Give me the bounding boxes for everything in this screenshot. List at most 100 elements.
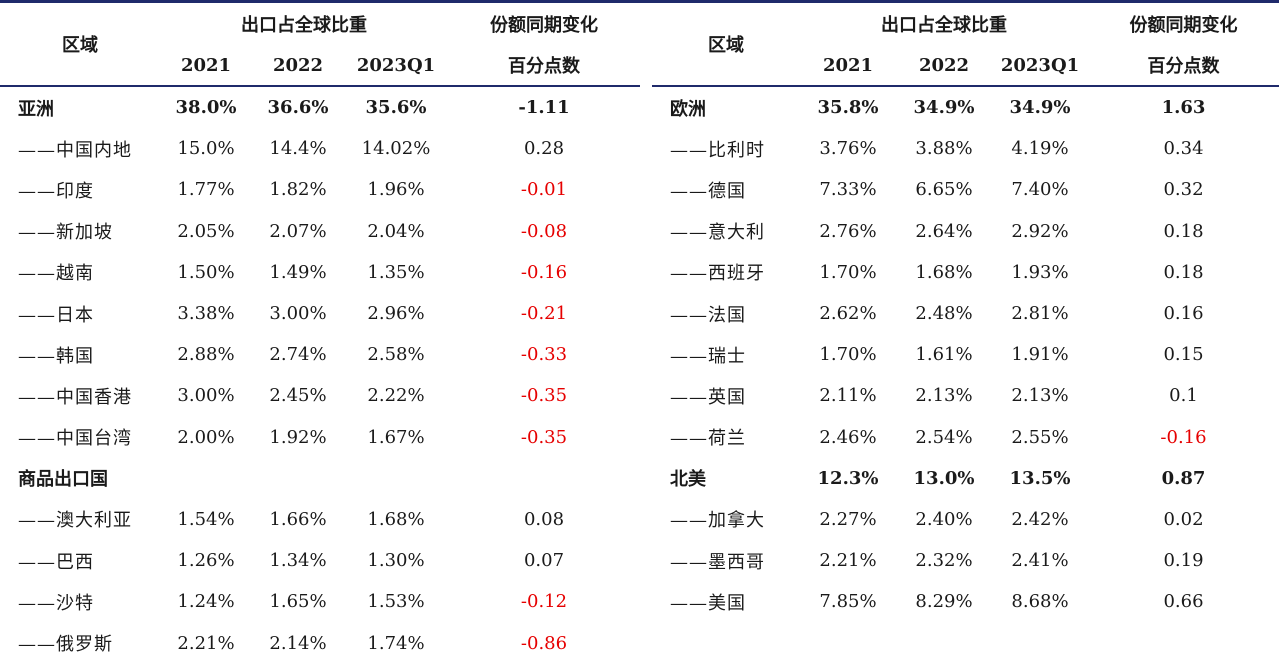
region-cell: ——中国香港 bbox=[18, 386, 132, 408]
header-region: 区域 bbox=[708, 35, 744, 56]
value-2022-cell: 36.6% bbox=[267, 97, 329, 119]
value-2021-cell: 2.21% bbox=[177, 632, 235, 654]
value-2022-cell: 13.0% bbox=[913, 467, 975, 489]
value-2023q1-cell: 2.41% bbox=[1011, 550, 1069, 572]
value-2022-cell: 1.65% bbox=[269, 591, 327, 613]
value-2023q1-cell: 1.67% bbox=[367, 426, 425, 448]
region-cell: 亚洲 bbox=[18, 98, 54, 120]
value-2023q1-cell: 35.6% bbox=[365, 97, 427, 119]
change-cell: -0.16 bbox=[1160, 426, 1207, 448]
change-cell: 0.32 bbox=[1163, 179, 1204, 201]
value-2023q1-cell: 2.22% bbox=[367, 385, 425, 407]
value-2022-cell: 2.48% bbox=[915, 303, 973, 325]
region-cell: ——中国内地 bbox=[18, 139, 132, 161]
value-2022-cell: 2.07% bbox=[269, 220, 327, 242]
value-2022-cell: 14.4% bbox=[269, 138, 327, 160]
table-row: ——加拿大 2.27% 2.40% 2.42% 0.02 bbox=[652, 499, 1279, 540]
change-cell: -0.16 bbox=[520, 261, 568, 283]
table-row: 欧洲 35.8% 34.9% 34.9% 1.63 bbox=[652, 86, 1279, 128]
change-cell: -0.86 bbox=[520, 632, 568, 654]
value-2022-cell: 2.14% bbox=[269, 632, 327, 654]
table-row: ——沙特 1.24% 1.65% 1.53% -0.12 bbox=[0, 581, 640, 622]
value-2023q1-cell: 1.74% bbox=[367, 632, 425, 654]
value-2023q1-cell: 2.96% bbox=[367, 303, 425, 325]
top-rule bbox=[0, 0, 1279, 3]
value-2023q1-cell: 4.19% bbox=[1011, 138, 1069, 160]
header-year-2021: 2021 bbox=[180, 54, 232, 76]
region-cell: 欧洲 bbox=[670, 98, 706, 120]
value-2021-cell: 1.50% bbox=[177, 261, 235, 283]
table-row: ——中国香港 3.00% 2.45% 2.22% -0.35 bbox=[0, 375, 640, 416]
header-year-2022: 2022 bbox=[918, 54, 970, 76]
value-2021-cell: 2.11% bbox=[819, 385, 877, 407]
region-cell: ——巴西 bbox=[18, 551, 94, 573]
value-2021-cell: 2.76% bbox=[819, 220, 877, 242]
header-year-2022: 2022 bbox=[272, 54, 324, 76]
value-2021-cell: 2.46% bbox=[819, 426, 877, 448]
value-2021-cell: 2.21% bbox=[819, 550, 877, 572]
value-2021-cell: 2.62% bbox=[819, 303, 877, 325]
change-cell: 0.1 bbox=[1169, 385, 1198, 407]
value-2021-cell: 2.27% bbox=[819, 508, 877, 530]
change-cell: 0.87 bbox=[1161, 467, 1206, 489]
region-cell: ——加拿大 bbox=[670, 510, 765, 532]
value-2023q1-cell: 2.13% bbox=[1011, 385, 1069, 407]
change-cell: 0.66 bbox=[1163, 591, 1204, 613]
region-cell: ——澳大利亚 bbox=[18, 510, 132, 532]
change-cell: -0.33 bbox=[520, 344, 568, 366]
region-cell: ——法国 bbox=[670, 304, 746, 326]
table-row: ——瑞士 1.70% 1.61% 1.91% 0.15 bbox=[652, 334, 1279, 375]
value-2021-cell: 1.54% bbox=[177, 508, 235, 530]
region-cell: ——韩国 bbox=[18, 345, 94, 367]
value-2021-cell: 1.24% bbox=[177, 591, 235, 613]
value-2023q1-cell: 2.58% bbox=[367, 344, 425, 366]
value-2021-cell: 7.33% bbox=[819, 179, 877, 201]
region-cell: ——德国 bbox=[670, 180, 746, 202]
value-2023q1-cell: 7.40% bbox=[1011, 179, 1069, 201]
value-2022-cell: 1.66% bbox=[269, 508, 327, 530]
value-2023q1-cell: 1.30% bbox=[367, 550, 425, 572]
change-cell: 0.02 bbox=[1163, 508, 1204, 530]
table-row: ——西班牙 1.70% 1.68% 1.93% 0.18 bbox=[652, 252, 1279, 293]
value-2023q1-cell: 1.91% bbox=[1011, 344, 1069, 366]
region-cell: ——印度 bbox=[18, 180, 94, 202]
value-2022-cell: 8.29% bbox=[915, 591, 973, 613]
header-change-unit: 百分点数 bbox=[1147, 56, 1220, 77]
region-cell: ——西班牙 bbox=[670, 263, 765, 285]
change-cell: 0.28 bbox=[523, 138, 565, 160]
value-2021-cell: 38.0% bbox=[175, 97, 237, 119]
change-cell: -0.35 bbox=[520, 426, 568, 448]
table-row: ——英国 2.11% 2.13% 2.13% 0.1 bbox=[652, 375, 1279, 416]
value-2022-cell: 2.32% bbox=[915, 550, 973, 572]
value-2021-cell: 2.00% bbox=[177, 426, 235, 448]
export-share-table-right: 区域 出口占全球比重 份额同期变化 2021 2022 2023Q1 百分点数 … bbox=[652, 3, 1279, 622]
table-row: ——俄罗斯 2.21% 2.14% 1.74% -0.86 bbox=[0, 622, 640, 663]
value-2021-cell: 15.0% bbox=[177, 138, 235, 160]
value-2022-cell: 2.45% bbox=[269, 385, 327, 407]
change-cell: 1.63 bbox=[1161, 97, 1206, 119]
header-share: 出口占全球比重 bbox=[881, 15, 1007, 36]
value-2023q1-cell: 1.53% bbox=[367, 591, 425, 613]
value-2021-cell: 12.3% bbox=[817, 467, 879, 489]
value-2023q1-cell: 1.35% bbox=[367, 261, 425, 283]
table-row: ——比利时 3.76% 3.88% 4.19% 0.34 bbox=[652, 128, 1279, 169]
header-region: 区域 bbox=[62, 35, 98, 56]
table-row: ——荷兰 2.46% 2.54% 2.55% -0.16 bbox=[652, 417, 1279, 458]
value-2021-cell: 1.77% bbox=[177, 179, 235, 201]
value-2023q1-cell: 2.55% bbox=[1011, 426, 1069, 448]
change-cell: 0.08 bbox=[523, 508, 565, 530]
change-cell: -0.12 bbox=[520, 591, 568, 613]
value-2021-cell: 7.85% bbox=[819, 591, 877, 613]
table-row: ——澳大利亚 1.54% 1.66% 1.68% 0.08 bbox=[0, 499, 640, 540]
value-2023q1-cell: 1.96% bbox=[367, 179, 425, 201]
right-table-panel: 区域 出口占全球比重 份额同期变化 2021 2022 2023Q1 百分点数 … bbox=[652, 3, 1279, 661]
change-cell: -0.35 bbox=[520, 385, 568, 407]
value-2022-cell: 3.88% bbox=[915, 138, 973, 160]
value-2022-cell: 2.74% bbox=[269, 344, 327, 366]
value-2022-cell: 2.54% bbox=[915, 426, 973, 448]
region-cell: ——英国 bbox=[670, 386, 746, 408]
region-cell: ——沙特 bbox=[18, 592, 94, 614]
export-share-table-left: 区域 出口占全球比重 份额同期变化 2021 2022 2023Q1 百分点数 … bbox=[0, 3, 640, 664]
change-cell bbox=[448, 458, 640, 499]
value-2022-cell bbox=[252, 458, 344, 499]
